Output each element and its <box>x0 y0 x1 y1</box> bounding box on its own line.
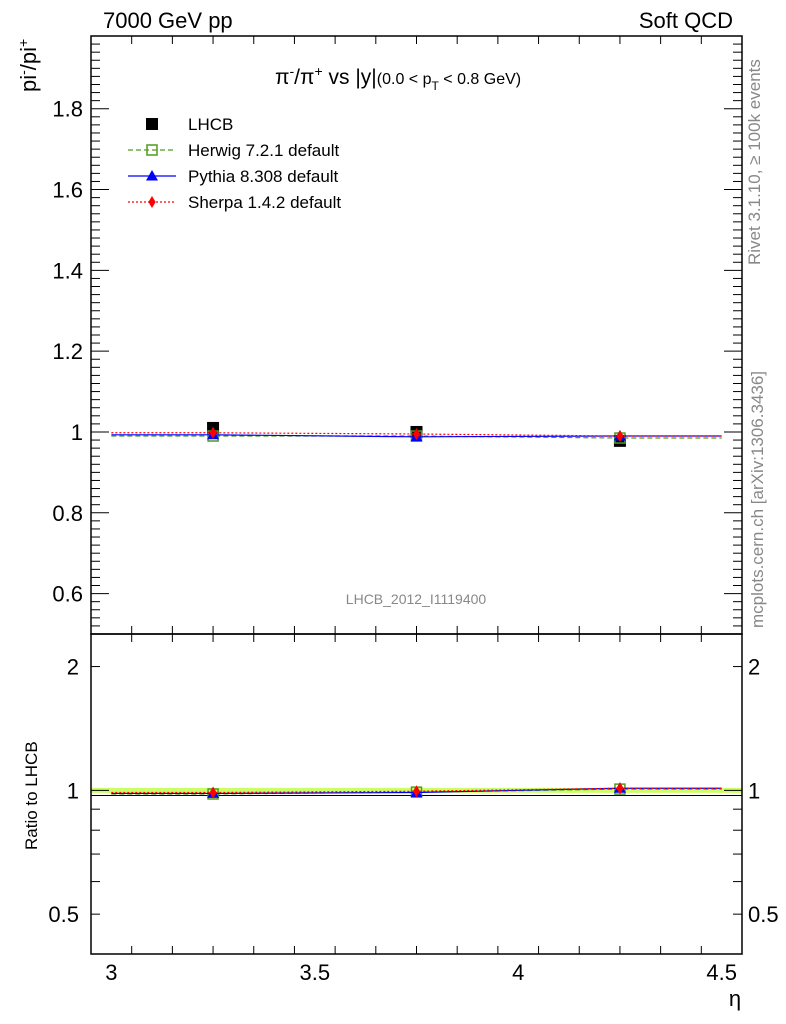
legend-label: Pythia 8.308 default <box>188 167 339 186</box>
y-tick-label: 1 <box>71 420 83 445</box>
main-axis-ticks <box>90 35 742 635</box>
data-point <box>412 427 421 440</box>
y-tick-label: 1.2 <box>52 339 83 364</box>
main-plot: 0.6 0.8 1 1.2 1.4 1.6 1.8 <box>52 35 743 635</box>
y-tick-label-right: 1 <box>748 778 760 803</box>
data-point <box>148 196 156 208</box>
header-left: 7000 GeV pp <box>103 8 233 33</box>
rivet-info: Rivet 3.1.10, ≥ 100k events <box>745 59 764 265</box>
source-info: mcplots.cern.ch [arXiv:1306.3436] <box>748 371 767 628</box>
y-tick-label: 1.6 <box>52 178 83 203</box>
y-tick-label: 1.4 <box>52 258 83 283</box>
series <box>111 782 722 799</box>
x-tick-label: 4.5 <box>706 960 737 985</box>
main-series-layer <box>111 421 722 447</box>
ratio-y-axis-label: Ratio to LHCB <box>22 741 41 850</box>
data-point <box>412 785 421 798</box>
data-point <box>616 782 624 795</box>
data-point <box>616 430 624 443</box>
y-tick-label: 0.5 <box>48 902 79 927</box>
x-tick-label: 4 <box>512 960 524 985</box>
main-y-axis-label: pi-/pi+ <box>15 39 41 92</box>
x-tick-label: 3 <box>105 960 117 985</box>
x-tick-labels: 3 3.5 4 4.5 <box>105 960 737 985</box>
x-tick-label: 3.5 <box>299 960 330 985</box>
header-right: Soft QCD <box>639 8 733 33</box>
ratio-series-layer <box>111 782 722 800</box>
legend-label: LHCB <box>188 115 233 134</box>
legend-item: Pythia 8.308 default <box>128 167 339 186</box>
legend-label: Herwig 7.2.1 default <box>188 141 339 160</box>
y-tick-label-right: 2 <box>748 655 760 680</box>
data-point <box>209 426 217 439</box>
analysis-watermark: LHCB_2012_I1119400 <box>346 591 487 607</box>
legend: LHCB Herwig 7.2.1 default Pythia 8.308 def… <box>128 115 341 212</box>
data-point <box>146 170 158 181</box>
y-tick-label: 0.6 <box>52 582 83 607</box>
x-axis-label: η <box>729 986 741 1011</box>
data-point <box>146 118 158 130</box>
plot-title: π-/π+ vs |y|(0.0 < pT < 0.8 GeV) <box>275 63 521 93</box>
y-tick-label: 0.8 <box>52 501 83 526</box>
data-point <box>146 144 158 156</box>
y-tick-label: 2 <box>67 655 79 680</box>
legend-item: LHCB <box>146 115 233 134</box>
legend-item: Sherpa 1.4.2 default <box>128 193 341 212</box>
y-tick-label-right: 0.5 <box>748 902 779 927</box>
y-tick-label: 1 <box>67 778 79 803</box>
data-point <box>209 786 217 799</box>
legend-label: Sherpa 1.4.2 default <box>188 193 341 212</box>
ratio-plot: 0.5 0.5 1 1 2 2 <box>48 633 779 955</box>
y-tick-label: 1.8 <box>52 97 83 122</box>
ratio-axis-ticks <box>90 634 742 955</box>
ratio-y-tick-labels: 0.5 0.5 1 1 2 2 <box>48 655 778 928</box>
series <box>111 426 722 443</box>
legend-item: Herwig 7.2.1 default <box>128 141 339 160</box>
main-y-tick-labels: 0.6 0.8 1 1.2 1.4 1.6 1.8 <box>52 97 83 607</box>
